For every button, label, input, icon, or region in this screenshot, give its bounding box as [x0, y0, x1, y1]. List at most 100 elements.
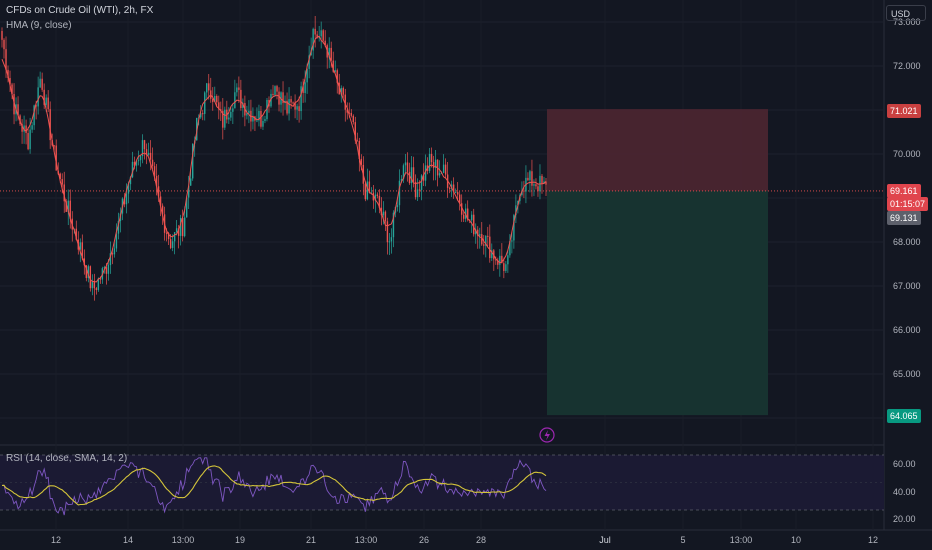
time-axis-label: 13:00	[172, 535, 195, 545]
candle-body	[320, 30, 322, 37]
candle-body	[414, 181, 417, 198]
candle-body	[352, 115, 354, 123]
target-price-tag: 64.065	[887, 409, 921, 423]
price-axis-label: 73.000	[893, 17, 921, 27]
candle-body	[167, 233, 170, 240]
candle-body	[216, 95, 218, 103]
candle-body	[543, 181, 545, 184]
candle-body	[270, 93, 272, 107]
candle-body	[61, 179, 63, 185]
candle-body	[424, 165, 427, 181]
candle-body	[404, 162, 407, 166]
candle-body	[147, 152, 150, 155]
candle-body	[274, 86, 276, 95]
candle-body	[238, 87, 240, 90]
candle-body	[386, 221, 389, 243]
candle-body	[438, 173, 441, 176]
candle-body	[113, 248, 116, 255]
candle-body	[306, 68, 308, 83]
candle-body	[45, 97, 47, 105]
candle-body	[370, 192, 373, 194]
price-axis-label: 67.000	[893, 281, 921, 291]
candle-body	[139, 156, 142, 161]
candle-body	[185, 197, 188, 218]
candle-body	[517, 200, 519, 206]
candle-body	[125, 193, 128, 205]
candle-body	[228, 117, 230, 120]
candle-body	[314, 28, 316, 35]
candle-body	[384, 211, 387, 222]
candle-body	[376, 194, 379, 196]
candle-body	[354, 122, 357, 141]
candle-body	[151, 159, 154, 167]
alert-lightning-icon[interactable]	[539, 427, 555, 443]
candle-body	[272, 93, 274, 95]
candle-body	[346, 109, 348, 113]
candle-body	[316, 34, 318, 38]
candle-body	[143, 140, 146, 150]
candle-body	[87, 266, 90, 279]
rsi-indicator-label[interactable]: RSI (14, close, SMA, 14, 2)	[6, 453, 128, 464]
candle-body	[11, 84, 13, 95]
candle-body	[133, 161, 136, 166]
candle-body	[460, 203, 463, 215]
candle-body	[531, 171, 533, 186]
candle-body	[153, 166, 156, 176]
candle-body	[308, 55, 310, 69]
candle-body	[161, 205, 164, 215]
price-axis-label: 65.000	[893, 369, 921, 379]
candle-body	[63, 184, 65, 202]
alert-lightning-glyph	[544, 430, 550, 441]
time-axis-label: 12	[51, 535, 61, 545]
stop-loss-zone[interactable]	[547, 109, 768, 191]
candle-body	[141, 140, 144, 157]
candle-body	[452, 184, 455, 193]
candle-body	[183, 217, 186, 237]
candle-body	[169, 239, 172, 248]
candle-body	[85, 265, 88, 279]
candle-body	[276, 86, 278, 92]
candle-body	[398, 180, 401, 206]
time-axis-label: 28	[476, 535, 486, 545]
candle-body	[248, 110, 250, 114]
rsi-ma-line	[1, 465, 547, 506]
candle-body	[477, 229, 479, 236]
candle-body	[444, 164, 447, 175]
candle-body	[298, 106, 300, 112]
currency-selector[interactable]: USD	[886, 5, 926, 21]
price-axis-label: 72.000	[893, 61, 921, 71]
candle-body	[258, 110, 260, 121]
candle-body	[107, 265, 110, 274]
candle-body	[342, 88, 344, 95]
candle-body	[402, 165, 405, 179]
candle-body	[135, 161, 138, 166]
candle-body	[406, 162, 409, 172]
candle-body	[200, 113, 202, 118]
candle-body	[535, 184, 537, 187]
candle-body	[479, 234, 481, 236]
candle-body	[501, 255, 503, 264]
candle-body	[264, 119, 266, 121]
candle-body	[497, 260, 499, 265]
candle-body	[7, 69, 9, 78]
candle-body	[416, 189, 419, 198]
hma-indicator-label[interactable]: HMA (9, close)	[6, 20, 72, 31]
candle-body	[17, 104, 19, 116]
take-profit-zone[interactable]	[547, 190, 768, 416]
candle-body	[234, 92, 236, 109]
candle-body	[208, 83, 210, 91]
candle-body	[218, 102, 220, 110]
candle-body	[378, 195, 381, 208]
candle-body	[410, 167, 413, 184]
candle-body	[390, 237, 393, 242]
candle-body	[294, 102, 296, 110]
candle-body	[1, 31, 3, 40]
price-axis-label: 68.000	[893, 237, 921, 247]
candle-body	[83, 258, 86, 266]
candle-body	[246, 113, 248, 116]
candle-body	[537, 186, 539, 192]
candle-body	[105, 267, 108, 274]
candle-body	[541, 175, 543, 184]
candle-body	[533, 184, 535, 186]
